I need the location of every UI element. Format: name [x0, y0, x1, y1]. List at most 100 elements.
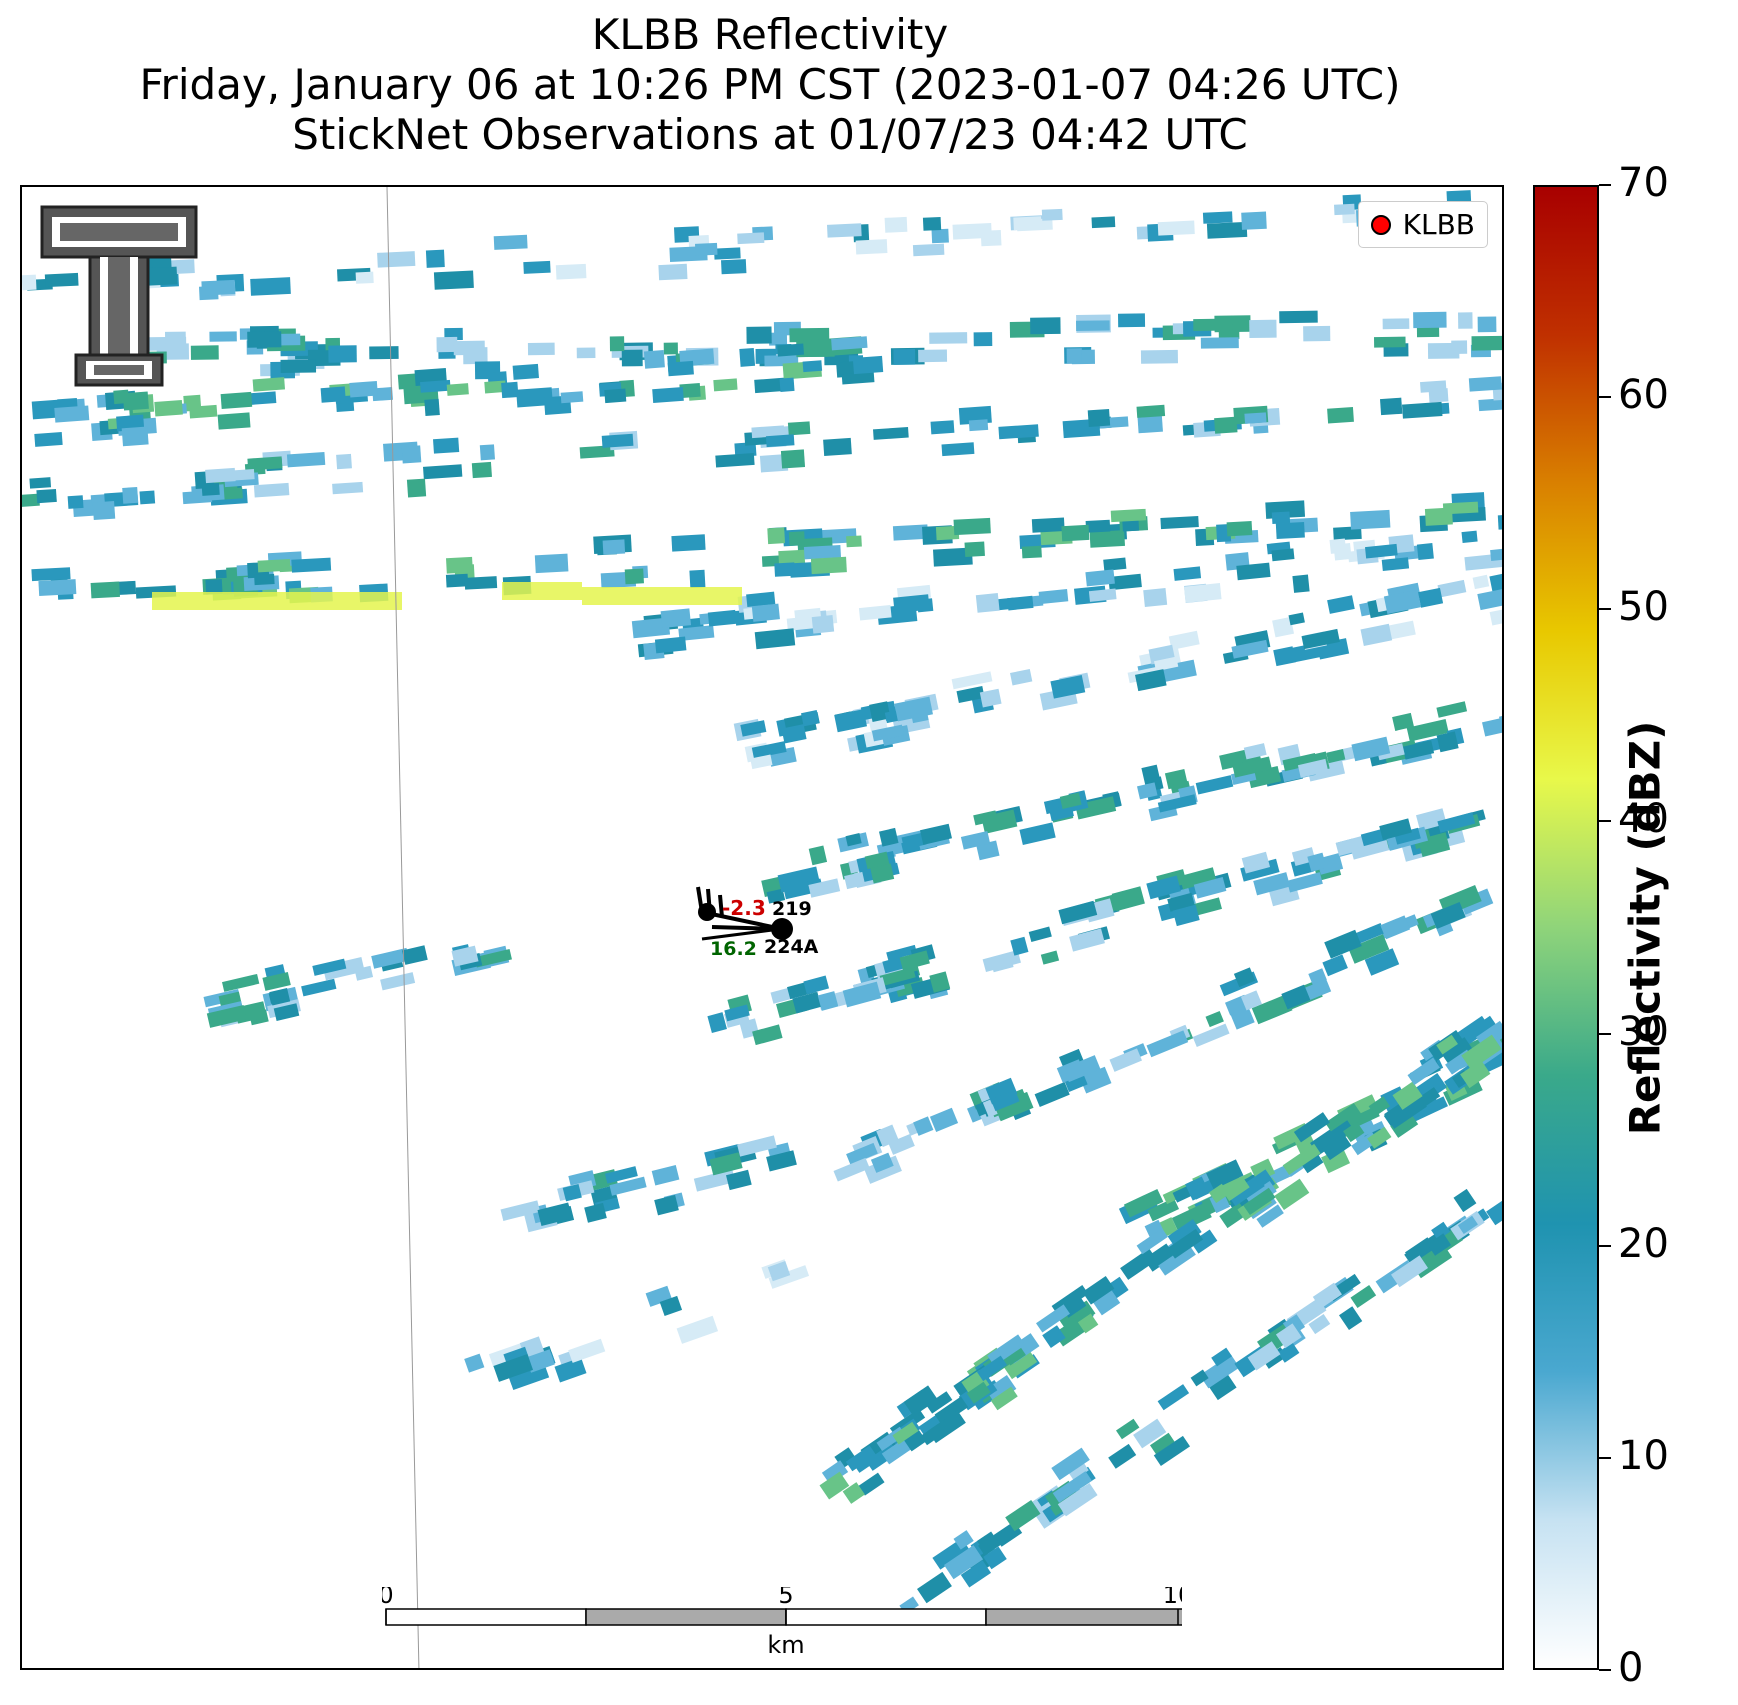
- reflectivity-cell: [1364, 948, 1400, 976]
- reflectivity-cell: [1135, 669, 1167, 692]
- reflectivity-cell: [209, 331, 237, 342]
- reflectivity-cell: [1351, 736, 1391, 762]
- reflectivity-cell: [643, 350, 665, 369]
- reflectivity-cell: [1190, 897, 1222, 917]
- reflectivity-cell: [1007, 595, 1034, 611]
- reflectivity-cell: [534, 553, 569, 574]
- reflectivity-cell: [44, 272, 79, 288]
- reflectivity-cell: [792, 991, 822, 1014]
- reflectivity-cell: [1172, 904, 1200, 927]
- reflectivity-cell: [1243, 743, 1267, 760]
- reflectivity-cell: [1430, 902, 1466, 929]
- reflectivity-cell: [842, 1482, 865, 1504]
- reflectivity-cell: [645, 1285, 673, 1307]
- reflectivity-cell: [933, 547, 973, 567]
- reflectivity-cell: [1350, 1285, 1377, 1308]
- reflectivity-cell: [1146, 875, 1181, 900]
- reflectivity-cell: [1275, 521, 1305, 539]
- station-marker-219[interactable]: [698, 903, 716, 921]
- reflectivity-cell: [584, 1202, 607, 1223]
- radar-map[interactable]: -2.3 219 16.2 224A KLBB 0 5 10: [20, 185, 1504, 1670]
- reflectivity-cell: [1405, 1237, 1435, 1263]
- reflectivity-cell: [145, 266, 178, 286]
- reflectivity-cell: [929, 1107, 959, 1132]
- colorbar-tick: [1599, 1456, 1611, 1459]
- reflectivity-cell: [870, 863, 895, 884]
- reflectivity-cell: [31, 567, 71, 582]
- reflectivity-cell: [827, 223, 862, 238]
- reflectivity-cell: [220, 391, 253, 409]
- reflectivity-cell: [22, 274, 37, 291]
- reflectivity-cell: [751, 741, 787, 759]
- reflectivity-cell: [1274, 1178, 1310, 1211]
- reflectivity-cell: [1059, 1048, 1084, 1070]
- reflectivity-cell: [879, 827, 899, 847]
- reflectivity-cell: [1427, 1233, 1452, 1256]
- reflectivity-cell: [253, 482, 290, 498]
- reflectivity-cell: [1214, 416, 1238, 434]
- map-legend: KLBB: [1357, 201, 1488, 248]
- reflectivity-cell: [34, 431, 63, 447]
- reflectivity-cell: [893, 594, 930, 614]
- reflectivity-cell: [1381, 557, 1410, 572]
- title-datetime: Friday, January 06 at 10:26 PM CST (2023…: [139, 60, 1401, 109]
- reflectivity-cell: [406, 478, 427, 498]
- reflectivity-cell: [1147, 1197, 1180, 1222]
- reflectivity-cell: [257, 559, 291, 573]
- reflectivity-cell: [516, 387, 553, 408]
- reflectivity-cell: [621, 349, 643, 367]
- reflectivity-cell: [1420, 380, 1447, 393]
- reflectivity-cell: [929, 332, 968, 344]
- reflectivity-cell: [1240, 990, 1262, 1011]
- reflectivity-cell: [1173, 566, 1202, 581]
- reflectivity-cell: [869, 701, 891, 722]
- reflectivity-cell: [201, 482, 220, 496]
- reflectivity-cell: [714, 247, 741, 260]
- reflectivity-cell: [1271, 511, 1291, 524]
- reflectivity-cell: [1471, 335, 1502, 351]
- sticknet-station-cluster[interactable]: -2.3 219 16.2 224A: [696, 886, 819, 960]
- reflectivity-cell: [355, 271, 374, 284]
- scalebar-segment: [985, 1608, 1187, 1626]
- reflectivity-cell: [659, 1295, 683, 1316]
- reflectivity-cell: [1057, 1482, 1098, 1517]
- reflectivity-cell: [904, 1430, 927, 1452]
- reflectivity-cell: [671, 534, 706, 552]
- reflectivity-cell: [1211, 1347, 1233, 1367]
- reflectivity-cell: [1339, 1306, 1363, 1331]
- reflectivity-cell: [280, 359, 317, 373]
- reflectivity-cell: [1251, 994, 1293, 1025]
- reflectivity-cell: [787, 421, 811, 436]
- reflectivity-cell: [1010, 936, 1029, 956]
- reflectivity-cell: [1158, 1244, 1196, 1276]
- reflectivity-cell: [1231, 639, 1269, 659]
- reflectivity-cell: [767, 1261, 791, 1282]
- reflectivity-cell: [789, 327, 830, 343]
- reflectivity-cell: [779, 377, 795, 392]
- reflectivity-cell: [90, 581, 120, 599]
- reflectivity-cell: [1108, 573, 1142, 591]
- reflectivity-cell: [751, 425, 785, 439]
- reflectivity-cell: [493, 234, 528, 250]
- reflectivity-cell: [1477, 588, 1502, 611]
- reflectivity-cell: [1343, 1121, 1365, 1143]
- reflectivity-cell: [1477, 316, 1497, 333]
- reflectivity-cell: [1392, 712, 1414, 731]
- reflectivity-cell: [1380, 915, 1411, 940]
- reflectivity-cell: [882, 956, 906, 974]
- reflectivity-cell: [1402, 740, 1435, 760]
- station-marker-224A[interactable]: [771, 918, 793, 940]
- reflectivity-cell: [1308, 1314, 1331, 1335]
- scalebar-tick-0: 0: [382, 1587, 394, 1609]
- reflectivity-cell: [474, 949, 512, 968]
- reflectivity-cell: [864, 851, 890, 870]
- reflectivity-cell: [1041, 208, 1063, 221]
- reflectivity-cell: [1038, 589, 1069, 605]
- reflectivity-layer: -2.3 219 16.2 224A: [22, 187, 1502, 1668]
- scalebar-tick-10: 10: [1163, 1587, 1182, 1609]
- reflectivity-cell: [1088, 588, 1117, 602]
- reflectivity-cell: [286, 451, 326, 468]
- reflectivity-cell: [139, 490, 156, 505]
- reflectivity-cell: [1368, 1096, 1391, 1117]
- reflectivity-cell: [678, 625, 715, 642]
